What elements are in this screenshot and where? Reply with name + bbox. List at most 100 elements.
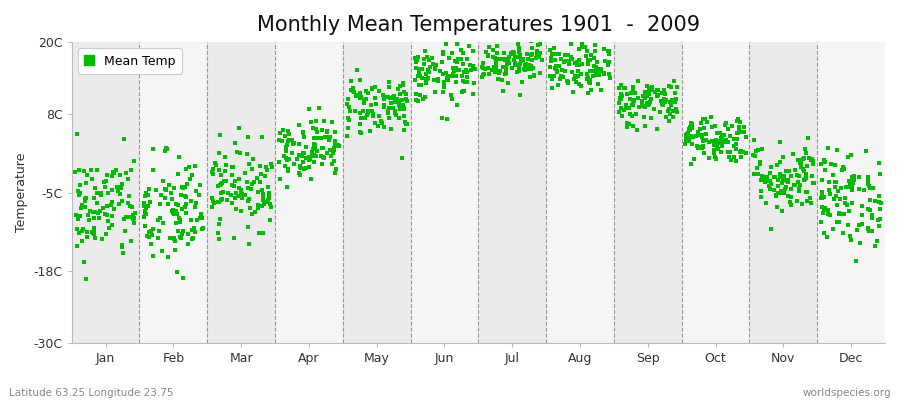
Point (87, 228, 102, 235)
Point (99, 178, 113, 184)
Point (834, 167, 849, 173)
Point (638, 122, 652, 129)
Point (736, 129, 751, 136)
Point (775, 180, 789, 186)
Point (346, 84, 360, 91)
Point (806, 158, 820, 165)
Point (255, 187, 269, 194)
Point (588, 42, 602, 48)
Point (770, 162, 785, 168)
Point (242, 196, 256, 202)
Point (797, 146, 812, 152)
Point (355, 115, 369, 121)
Point (802, 155, 816, 162)
Point (602, 51, 616, 58)
Point (571, 73, 585, 79)
Point (160, 146, 175, 152)
Point (328, 141, 343, 148)
Point (279, 144, 293, 150)
Point (408, 55, 422, 61)
Point (412, 66, 427, 73)
Point (139, 205, 153, 211)
Point (614, 96, 628, 102)
Point (838, 200, 852, 206)
Point (837, 166, 851, 172)
Point (86, 230, 100, 236)
Point (350, 92, 365, 98)
Point (780, 177, 795, 184)
Point (218, 167, 232, 174)
Point (562, 61, 576, 67)
Point (872, 198, 886, 205)
Point (417, 56, 431, 63)
Point (185, 235, 200, 242)
Point (73, 190, 87, 196)
Point (722, 154, 736, 161)
Point (618, 104, 633, 111)
Point (568, 73, 582, 80)
Point (555, 74, 570, 80)
Point (602, 70, 616, 77)
Point (450, 40, 464, 47)
Point (709, 136, 724, 143)
Point (507, 57, 521, 63)
Point (345, 87, 359, 94)
Point (841, 222, 855, 228)
Point (283, 130, 297, 137)
Bar (750, 42, 817, 343)
Point (317, 118, 331, 124)
Point (684, 161, 698, 168)
Point (532, 54, 546, 61)
Point (169, 201, 184, 208)
Point (212, 221, 226, 227)
Point (615, 93, 629, 99)
Point (418, 76, 433, 82)
Point (360, 112, 374, 118)
Point (685, 134, 699, 140)
Point (669, 96, 683, 102)
Point (178, 183, 193, 190)
Point (206, 198, 220, 204)
Point (872, 223, 886, 230)
Point (314, 152, 328, 159)
Point (124, 238, 139, 244)
Point (683, 124, 698, 130)
Point (510, 54, 525, 60)
Point (395, 97, 410, 103)
Point (340, 101, 355, 107)
Point (806, 161, 820, 168)
Point (654, 101, 669, 108)
Point (354, 129, 368, 136)
Point (234, 188, 248, 195)
Point (397, 127, 411, 133)
Point (497, 50, 511, 56)
Point (626, 100, 640, 106)
Point (281, 168, 295, 174)
Point (421, 57, 436, 64)
Point (302, 154, 316, 160)
Point (499, 66, 513, 72)
Point (174, 235, 188, 241)
Point (126, 211, 140, 218)
Point (175, 184, 189, 190)
Point (455, 61, 470, 68)
Point (448, 58, 463, 64)
Point (260, 196, 274, 203)
Point (705, 124, 719, 130)
Point (115, 243, 130, 250)
Point (240, 198, 255, 204)
Point (559, 58, 573, 64)
Point (145, 232, 159, 238)
Point (695, 145, 709, 151)
Point (512, 48, 526, 55)
Point (623, 111, 637, 117)
Point (626, 113, 640, 120)
Point (642, 100, 656, 107)
Point (242, 161, 256, 168)
Point (441, 77, 455, 84)
Point (620, 120, 634, 126)
Point (79, 179, 94, 186)
Point (128, 210, 142, 216)
Point (814, 191, 829, 197)
Point (626, 86, 640, 93)
